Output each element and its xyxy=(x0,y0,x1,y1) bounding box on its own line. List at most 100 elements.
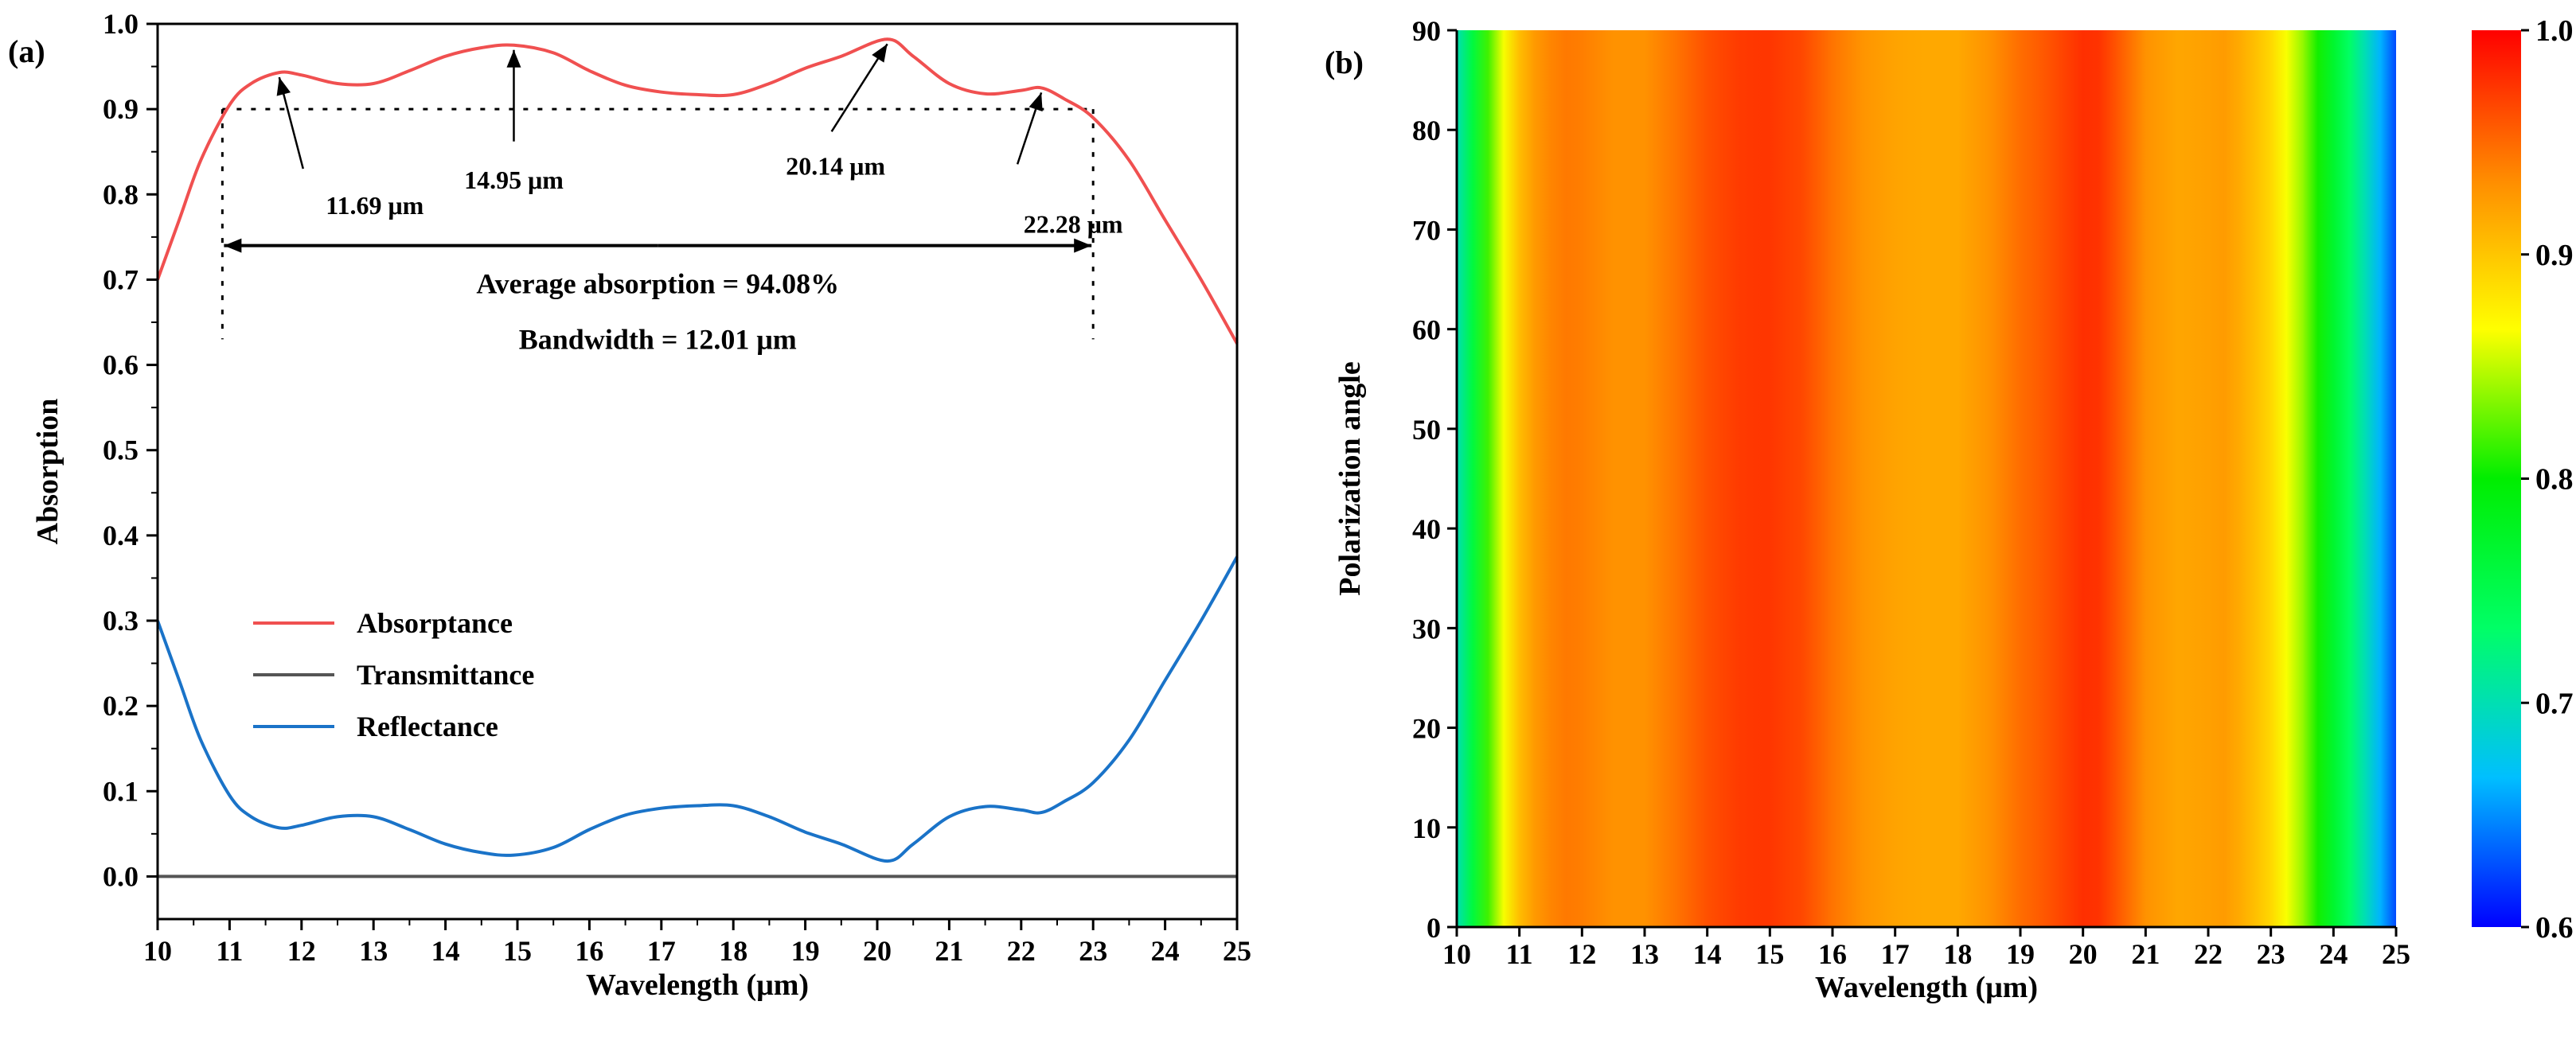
y-tick-label: 0.0 xyxy=(103,860,139,892)
panel-a-series xyxy=(156,37,1239,879)
peak-arrow-1 xyxy=(506,49,521,142)
y-tick-label: 50 xyxy=(1412,414,1441,446)
legend-label-reflectance: Reflectance xyxy=(357,711,498,742)
x-tick-label: 16 xyxy=(1818,938,1847,970)
x-tick-label: 14 xyxy=(1693,938,1722,970)
x-tick-label: 17 xyxy=(1881,938,1910,970)
x-tick-label: 22 xyxy=(1007,935,1036,967)
legend-label-absorptance: Absorptance xyxy=(357,607,513,639)
x-tick-label: 16 xyxy=(575,935,603,967)
y-tick-label: 20 xyxy=(1412,713,1441,745)
y-tick-label: 70 xyxy=(1412,214,1441,246)
x-tick-label: 18 xyxy=(1943,938,1972,970)
x-tick-label: 23 xyxy=(2257,938,2285,970)
average-absorption-annotation: Average absorption = 94.08% xyxy=(476,268,839,300)
peak-arrow-2 xyxy=(830,43,888,132)
panel-b-label: (b) xyxy=(1325,45,1364,80)
bandwidth-arrow-left-head xyxy=(224,238,242,253)
panel-b-x-axis-title: Wavelength (μm) xyxy=(1815,971,2038,1004)
peak-label-0: 11.69 μm xyxy=(326,191,423,220)
x-tick-label: 19 xyxy=(2006,938,2035,970)
x-tick-label: 10 xyxy=(143,935,172,967)
panel-a-x-axis-title: Wavelength (μm) xyxy=(586,968,809,1002)
x-tick-label: 19 xyxy=(791,935,820,967)
y-tick-label: 0.3 xyxy=(103,605,139,637)
peak-arrow-1-head xyxy=(506,49,521,68)
x-tick-label: 11 xyxy=(1506,938,1533,970)
x-tick-label: 24 xyxy=(2319,938,2348,970)
x-tick-label: 25 xyxy=(1223,935,1251,967)
y-tick-label: 0.7 xyxy=(103,263,139,295)
reflectance-line xyxy=(156,555,1239,863)
colorbar xyxy=(2472,30,2521,927)
x-tick-label: 24 xyxy=(1151,935,1180,967)
colorbar-tick-label: 1.0 xyxy=(2535,14,2574,48)
x-tick-label: 25 xyxy=(2382,938,2410,970)
x-tick-label: 12 xyxy=(287,935,316,967)
colorbar-tick-label: 0.8 xyxy=(2535,463,2574,497)
y-tick-label: 0.4 xyxy=(103,520,139,551)
bandwidth-arrow-right xyxy=(658,238,1092,253)
panel-a-reference-lines xyxy=(221,107,1095,340)
x-tick-label: 18 xyxy=(719,935,747,967)
y-tick-label: 1.0 xyxy=(103,8,139,40)
panel-a-y-axis-title: Absorption xyxy=(31,399,64,545)
peak-label-3: 22.28 μm xyxy=(1024,209,1123,238)
panel-a-label: (a) xyxy=(8,33,45,69)
x-tick-label: 14 xyxy=(431,935,460,967)
panel-a: (a) Average absorption = 94.08% Bandwidt… xyxy=(8,8,1251,1002)
x-tick-label: 21 xyxy=(935,935,963,967)
x-tick-label: 23 xyxy=(1079,935,1107,967)
legend-label-transmittance: Transmittance xyxy=(357,659,534,691)
y-tick-label: 40 xyxy=(1412,513,1441,545)
y-tick-label: 80 xyxy=(1412,115,1441,146)
panel-a-plot-frame xyxy=(156,22,1239,921)
x-tick-label: 22 xyxy=(2194,938,2223,970)
x-tick-label: 15 xyxy=(1755,938,1784,970)
y-tick-label: 90 xyxy=(1412,15,1441,47)
colorbar-tick-label: 0.7 xyxy=(2535,687,2574,720)
y-tick-label: 0 xyxy=(1427,912,1441,944)
colorbar-tick-label: 0.9 xyxy=(2535,239,2574,272)
bandwidth-arrow-right-head xyxy=(1074,238,1092,253)
peak-arrow-0 xyxy=(276,76,304,169)
panel-b: (b) 10 11 12 13 14 15 16 17 18 19 20 21 22 23 24 250102… xyxy=(1325,14,2574,1004)
peak-arrow-3-head xyxy=(1028,92,1043,112)
absorptance-line xyxy=(156,37,1239,345)
colorbar-tick-label: 0.6 xyxy=(2535,911,2574,945)
panel-b-y-axis-title: Polarization angle xyxy=(1333,361,1367,595)
y-tick-label: 0.2 xyxy=(103,690,139,722)
polarization-heatmap xyxy=(1457,30,2396,927)
peak-label-1: 14.95 μm xyxy=(464,166,564,194)
x-tick-label: 10 xyxy=(1442,938,1471,970)
x-tick-label: 20 xyxy=(2069,938,2098,970)
x-tick-label: 13 xyxy=(359,935,388,967)
y-tick-label: 30 xyxy=(1412,613,1441,645)
x-tick-label: 11 xyxy=(216,935,243,967)
peak-label-2: 20.14 μm xyxy=(786,151,885,180)
x-tick-label: 20 xyxy=(863,935,892,967)
y-tick-label: 10 xyxy=(1412,812,1441,844)
panel-a-annotations: Average absorption = 94.08% Bandwidth = … xyxy=(224,43,1123,356)
y-tick-label: 0.1 xyxy=(103,775,139,807)
colorbar-ticks: 0.6 0.7 0.8 0.9 1.0 xyxy=(2521,14,2574,945)
bandwidth-annotation: Bandwidth = 12.01 μm xyxy=(519,324,797,356)
y-tick-label: 0.9 xyxy=(103,93,139,125)
x-tick-label: 15 xyxy=(503,935,532,967)
panel-b-axes: 10 11 12 13 14 15 16 17 18 19 20 21 22 23 24 2501020304… xyxy=(1412,15,2410,970)
bandwidth-arrow-left xyxy=(224,238,658,253)
x-tick-label: 17 xyxy=(647,935,676,967)
panel-a-legend: Absorptance Transmittance Reflectance xyxy=(253,607,534,742)
x-tick-label: 13 xyxy=(1630,938,1659,970)
x-tick-label: 21 xyxy=(2131,938,2160,970)
y-tick-label: 60 xyxy=(1412,314,1441,346)
peak-arrow-0-head xyxy=(276,77,291,96)
y-tick-label: 0.5 xyxy=(103,434,139,466)
peak-arrow-2-head xyxy=(872,44,888,63)
peak-arrow-3 xyxy=(1016,92,1043,165)
y-tick-label: 0.6 xyxy=(103,349,139,381)
x-tick-label: 12 xyxy=(1567,938,1596,970)
y-tick-label: 0.8 xyxy=(103,178,139,210)
panel-a-axes: 10 11 12 13 14 15 16 17 18 19 20 21 22 23 24 25 0.0 0.1 0.… xyxy=(103,8,1251,967)
